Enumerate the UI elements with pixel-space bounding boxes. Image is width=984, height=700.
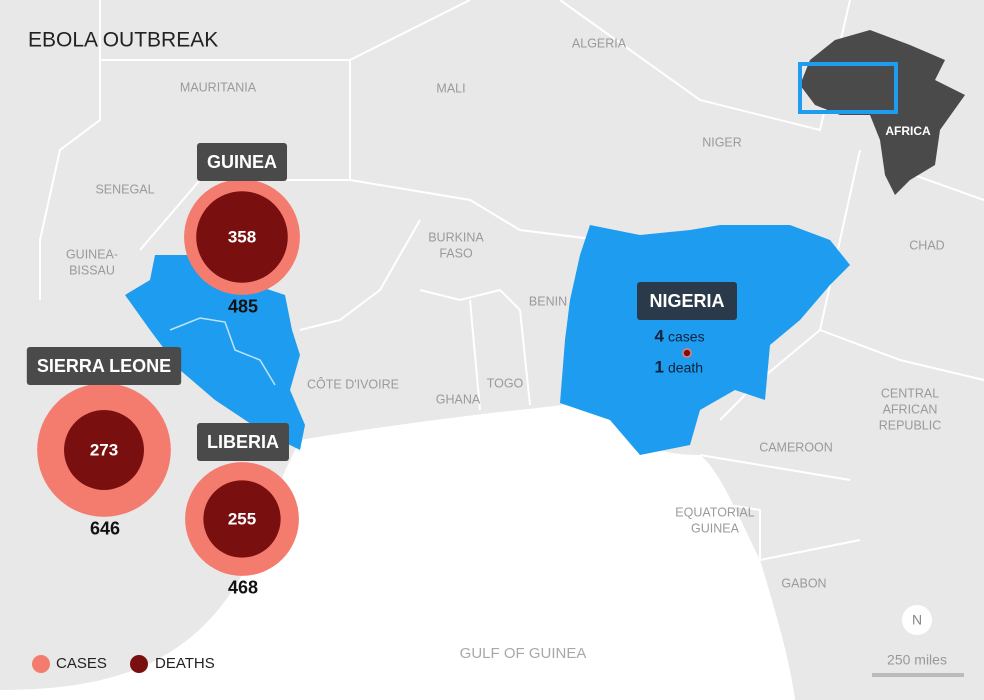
compass-label: N: [912, 612, 922, 628]
map-label: BENIN: [529, 294, 567, 308]
cases-label: 646: [90, 519, 120, 539]
map-label: MALI: [436, 81, 465, 95]
map-label: TOGO: [487, 376, 524, 390]
deaths-label: 358: [228, 227, 256, 246]
map-label: GUINEA-: [66, 247, 118, 261]
label-box: [196, 143, 288, 181]
nigeria-callout: NIGERIA 4 cases 1 death: [637, 282, 737, 376]
inset-frame: [798, 62, 898, 114]
map-label: NIGER: [702, 135, 742, 149]
map-label: GUINEA: [691, 521, 740, 535]
label-box: [637, 282, 737, 320]
label-box: [197, 423, 289, 461]
country-name: SIERRA LEONE: [37, 356, 171, 376]
map-label: BURKINA: [428, 230, 484, 244]
deaths-bubble: [64, 410, 144, 490]
legend-swatch-deaths: [130, 655, 148, 673]
map-label: SENEGAL: [95, 182, 154, 196]
map-label: FASO: [439, 246, 473, 260]
compass: [902, 605, 932, 635]
legend-swatch-cases: [32, 655, 50, 673]
legend-label: DEATHS: [155, 655, 215, 672]
map-label: CAMEROON: [759, 440, 833, 454]
case-count: 4: [655, 326, 665, 345]
inner-border: [169, 317, 276, 386]
deaths-label: 273: [90, 440, 118, 459]
deaths-bubble: [203, 480, 281, 558]
country-name: GUINEA: [207, 152, 277, 172]
map-label: REPUBLIC: [879, 418, 942, 432]
map-label: GABON: [781, 576, 826, 590]
map-label: MAURITANIA: [180, 80, 257, 94]
death-dot: [682, 348, 692, 358]
map-label: GHANA: [436, 392, 481, 406]
case-unit: cases: [668, 329, 705, 345]
country-name: LIBERIA: [207, 432, 279, 452]
affected-region-west: [125, 255, 305, 450]
sea-label: GULF OF GUINEA: [460, 645, 587, 662]
country-name: NIGERIA: [649, 291, 724, 311]
death-unit: death: [668, 360, 703, 376]
scale-label: 250 miles: [887, 652, 947, 668]
deaths-label: 255: [228, 509, 256, 528]
ocean: [0, 403, 795, 700]
nigeria-shape: [560, 225, 850, 455]
map-label: CENTRAL: [881, 386, 939, 400]
map-label: CHAD: [909, 238, 944, 252]
deaths-bubble: [196, 191, 288, 283]
map-label: BISSAU: [69, 263, 115, 277]
cases-label: 468: [228, 578, 258, 598]
cases-label: 485: [228, 297, 258, 317]
legend-label: CASES: [56, 655, 107, 672]
map-label: EQUATORIAL: [675, 505, 754, 519]
map-label: AFRICAN: [883, 402, 938, 416]
inset-label: AFRICA: [885, 124, 931, 138]
death-count: 1: [655, 357, 664, 376]
map-label: ALGERIA: [572, 36, 627, 50]
title: EBOLA OUTBREAK: [28, 29, 218, 52]
map-label: CÔTE D'IVOIRE: [307, 376, 399, 391]
label-box: [26, 347, 182, 385]
